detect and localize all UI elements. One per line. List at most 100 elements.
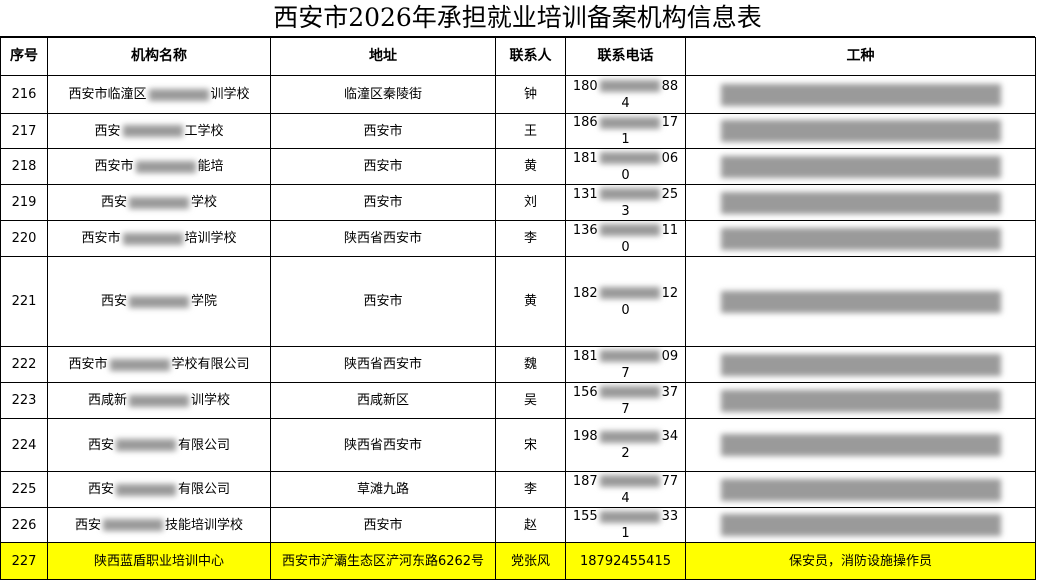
blurred-text bbox=[599, 152, 660, 164]
cell-text: 陕西省西安市 bbox=[343, 231, 422, 246]
table-cell: 225 bbox=[0, 471, 48, 508]
cell-text: 陕西蓝盾职业培训中心 bbox=[93, 553, 224, 569]
table-cell: 陕西省西安市 bbox=[270, 220, 496, 257]
table-cell: 临潼区秦陵街 bbox=[270, 75, 496, 114]
table-row: 223 西咸新 训学校 西咸新区 吴 156 377 bbox=[0, 382, 1036, 419]
cell-text: 西安 bbox=[74, 517, 101, 533]
cell-text: 赵 bbox=[523, 517, 537, 533]
cell-text: 221 bbox=[11, 294, 37, 309]
blurred-text bbox=[720, 389, 1001, 412]
cell-text: 253 bbox=[621, 186, 679, 219]
blurred-text bbox=[599, 287, 660, 299]
cell-text: 西安市 bbox=[363, 123, 403, 139]
table-cell bbox=[685, 113, 1036, 149]
blurred-text bbox=[720, 227, 1001, 250]
cell-text: 884 bbox=[621, 78, 679, 111]
table-cell: 西安 有限公司 bbox=[47, 418, 271, 472]
cell-text: 227 bbox=[11, 553, 37, 569]
cell-text: 217 bbox=[11, 123, 37, 139]
table-cell bbox=[685, 184, 1036, 221]
cell-text: 学校有限公司 bbox=[171, 357, 250, 372]
cell-text: 187 bbox=[572, 473, 598, 489]
blurred-text bbox=[122, 125, 183, 137]
table-cell bbox=[685, 418, 1036, 472]
table-row: 226 西安 技能培训学校 西安市 赵 155 331 bbox=[0, 507, 1036, 543]
table-cell: 223 bbox=[0, 382, 48, 419]
table-row: 224 西安 有限公司 陕西省西安市 宋 198 342 bbox=[0, 418, 1036, 472]
blurred-text bbox=[599, 430, 660, 443]
table-cell: 227 bbox=[0, 542, 48, 580]
cell-text: 有限公司 bbox=[178, 437, 231, 453]
table-cell: 西安 工学校 bbox=[47, 113, 271, 149]
table-cell: 钟 bbox=[495, 75, 566, 114]
blurred-text bbox=[109, 358, 170, 371]
data-table: 序号 机构名称 地址 联系人 联系电话 工种 216 西安市临潼区 训学校 临潼区秦陵街钟 180… bbox=[0, 37, 1036, 580]
column-header: 地址 bbox=[270, 37, 496, 76]
blurred-text bbox=[129, 295, 189, 308]
cell-text: 225 bbox=[11, 482, 37, 497]
table-cell bbox=[685, 148, 1036, 185]
cell-text: 131 bbox=[572, 186, 598, 202]
table-row: 220 西安市 培训学校 陕西省西安市 李 136 110 bbox=[0, 220, 1036, 257]
table-row: 216 西安市临潼区 训学校 临潼区秦陵街 钟 180 884 bbox=[0, 75, 1036, 114]
blurred-text bbox=[720, 434, 1001, 456]
table-cell: 136 110 bbox=[565, 220, 686, 257]
table-cell: 李 bbox=[495, 220, 566, 257]
table-cell: 陕西省西安市 bbox=[270, 418, 496, 472]
table-cell: 18792455415 bbox=[565, 542, 686, 580]
cell-text: 219 bbox=[11, 195, 37, 210]
cell-text: 技能培训学校 bbox=[165, 517, 244, 533]
cell-text: 工学校 bbox=[184, 123, 224, 139]
blurred-text bbox=[720, 83, 1001, 106]
blurred-text bbox=[720, 478, 1001, 501]
cell-text: 097 bbox=[621, 348, 679, 381]
cell-text: 110 bbox=[621, 222, 679, 255]
table-cell bbox=[685, 507, 1036, 543]
cell-text: 182 bbox=[572, 285, 598, 301]
cell-text: 训学校 bbox=[210, 87, 250, 102]
table-cell: 187 774 bbox=[565, 471, 686, 508]
blurred-text bbox=[116, 483, 176, 496]
blurred-text bbox=[116, 439, 176, 451]
cell-text: 155 bbox=[572, 509, 598, 524]
column-header: 工种 bbox=[685, 37, 1036, 76]
table-cell: 西安市临潼区 训学校 bbox=[47, 75, 271, 114]
table-cell: 西安市 bbox=[270, 113, 496, 149]
cell-text: 223 bbox=[11, 393, 37, 408]
column-header: 联系电话 bbox=[565, 37, 686, 76]
blurred-text bbox=[103, 519, 163, 531]
cell-text: 保安员，消防设施操作员 bbox=[788, 553, 932, 569]
cell-text: 西安市 bbox=[81, 231, 121, 246]
table-cell: 宋 bbox=[495, 418, 566, 472]
cell-text: 西安市临潼区 bbox=[68, 87, 147, 102]
table-cell: 西安 学校 bbox=[47, 184, 271, 221]
table-cell: 西安市 bbox=[270, 184, 496, 221]
cell-text: 西安 bbox=[87, 482, 114, 497]
blurred-text bbox=[720, 191, 1001, 214]
table-cell: 226 bbox=[0, 507, 48, 543]
blurred-text bbox=[129, 196, 189, 209]
cell-text: 186 bbox=[572, 115, 598, 130]
table-cell: 西咸新区 bbox=[270, 382, 496, 419]
blurred-text bbox=[599, 510, 660, 523]
table-cell: 219 bbox=[0, 184, 48, 221]
cell-text: 有限公司 bbox=[178, 482, 231, 497]
cell-text: 181 bbox=[572, 348, 598, 364]
cell-text: 220 bbox=[11, 231, 37, 246]
table-cell: 218 bbox=[0, 148, 48, 185]
table-cell: 赵 bbox=[495, 507, 566, 543]
cell-text: 180 bbox=[572, 78, 598, 94]
cell-text: 774 bbox=[621, 473, 679, 506]
table-cell: 李 bbox=[495, 471, 566, 508]
blurred-text bbox=[122, 232, 183, 245]
cell-text: 156 bbox=[572, 384, 598, 400]
table-cell: 黄 bbox=[495, 148, 566, 185]
table-cell: 198 342 bbox=[565, 418, 686, 472]
cell-text: 学校 bbox=[191, 195, 218, 210]
cell-text: 王 bbox=[523, 123, 537, 139]
table-cell: 西咸新 训学校 bbox=[47, 382, 271, 419]
cell-text: 18792455415 bbox=[580, 553, 671, 569]
cell-text: 训学校 bbox=[191, 393, 231, 408]
table-cell: 西安 技能培训学校 bbox=[47, 507, 271, 543]
cell-text: 宋 bbox=[523, 437, 537, 453]
